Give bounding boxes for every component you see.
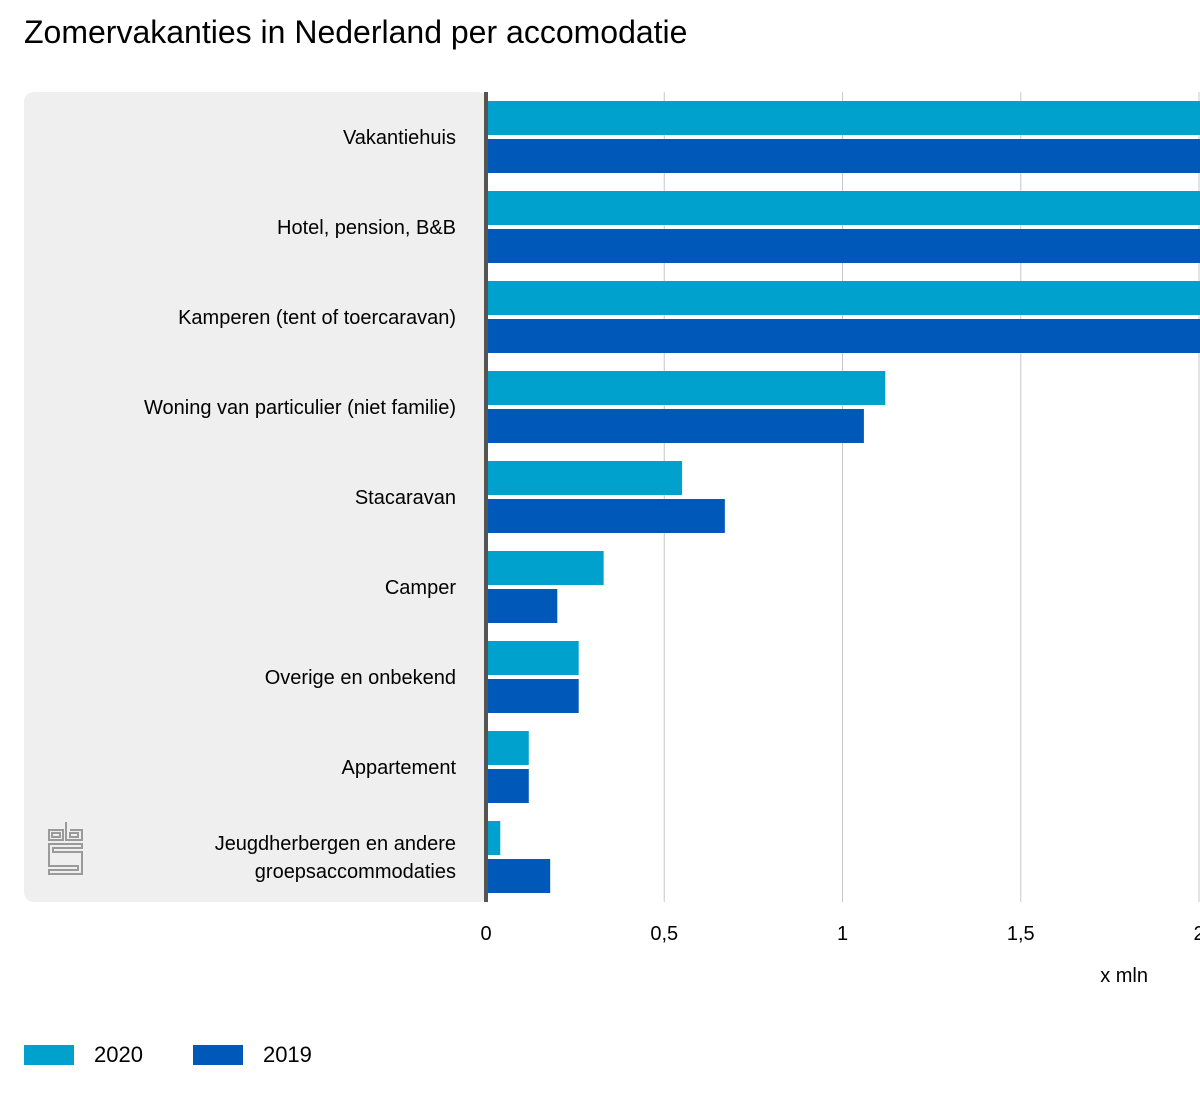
legend-swatch-2019 bbox=[192, 1045, 243, 1065]
legend-item-2019[interactable]: 2019 bbox=[192, 1042, 312, 1068]
bar-2020-7 bbox=[486, 731, 529, 765]
logo-stroke bbox=[69, 832, 79, 838]
bar-2020-8 bbox=[486, 821, 501, 855]
logo-stroke bbox=[65, 822, 83, 841]
label-panel bbox=[24, 92, 488, 902]
category-label: Jeugdherbergen en andere bbox=[215, 833, 456, 855]
x-axis-unit: x mln bbox=[1100, 965, 1148, 987]
bar-2019-7 bbox=[486, 769, 529, 803]
bar-2020-3 bbox=[486, 371, 886, 405]
legend: 2020 2019 bbox=[24, 1042, 362, 1068]
category-label: groepsaccommodaties bbox=[255, 861, 456, 883]
category-label: Hotel, pension, B&B bbox=[277, 217, 456, 239]
bar-2019-5 bbox=[486, 589, 558, 623]
category-label: Camper bbox=[385, 577, 456, 599]
category-label: Appartement bbox=[341, 757, 456, 779]
legend-label-2020: 2020 bbox=[94, 1042, 143, 1067]
bar-2020-2 bbox=[486, 281, 1200, 315]
bar-2019-0 bbox=[486, 139, 1200, 173]
logo-stroke bbox=[48, 829, 64, 841]
bar-2020-1 bbox=[486, 191, 1200, 225]
category-label: Vakantiehuis bbox=[343, 127, 456, 149]
category-label: Stacaravan bbox=[355, 487, 456, 509]
bar-2019-6 bbox=[486, 679, 579, 713]
category-label: Woning van particulier (niet familie) bbox=[144, 397, 456, 419]
bar-2019-4 bbox=[486, 499, 725, 533]
legend-swatch-2020 bbox=[24, 1045, 74, 1065]
bar-2019-3 bbox=[486, 409, 864, 443]
bar-2019-1 bbox=[486, 229, 1200, 263]
x-tick-label: 1 bbox=[837, 923, 848, 945]
bar-2019-2 bbox=[486, 319, 1200, 353]
cbs-logo-icon bbox=[48, 822, 83, 875]
bar-2020-4 bbox=[486, 461, 683, 495]
x-tick-label: 2 bbox=[1193, 923, 1200, 945]
logo-stroke bbox=[48, 843, 83, 875]
chart-title: Zomervakanties in Nederland per accomoda… bbox=[24, 14, 688, 50]
legend-item-2020[interactable]: 2020 bbox=[24, 1042, 143, 1068]
x-tick-label: 1,5 bbox=[1007, 923, 1035, 945]
bar-2020-6 bbox=[486, 641, 579, 675]
legend-label-2019: 2019 bbox=[262, 1042, 312, 1067]
bar-2020-0 bbox=[486, 101, 1200, 135]
logo-stroke bbox=[51, 832, 61, 838]
bar-chart: Vakantiehuis Hotel, pension, B&B Kamperen … bbox=[24, 92, 1200, 987]
bar-2019-8 bbox=[486, 859, 551, 893]
category-label: Kamperen (tent of toercaravan) bbox=[178, 307, 456, 329]
x-tick-label: 0 bbox=[480, 923, 491, 945]
bar-2020-5 bbox=[486, 551, 604, 585]
category-label: Overige en onbekend bbox=[265, 667, 456, 689]
x-tick-label: 0,5 bbox=[650, 923, 678, 945]
